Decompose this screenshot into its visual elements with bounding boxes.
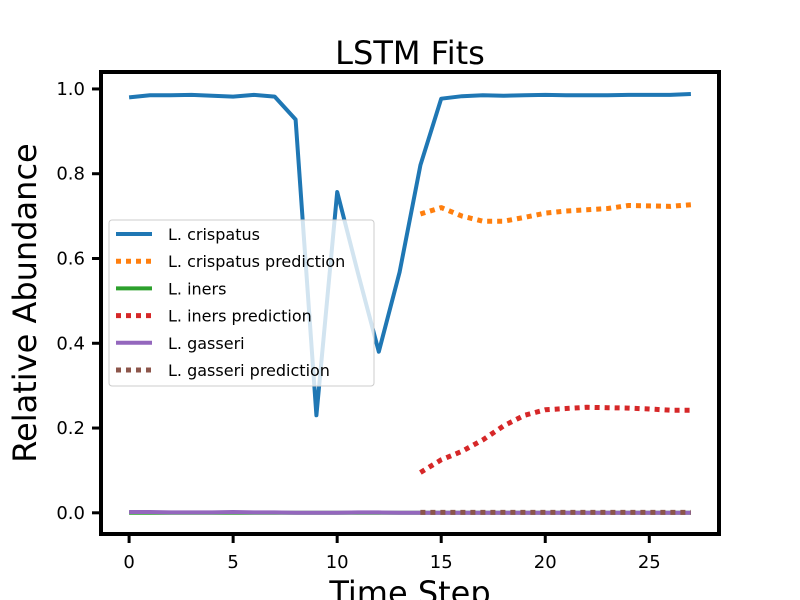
series-layer: [128, 92, 692, 515]
series-line-1: [419, 202, 692, 224]
legend-label-5: L. gasseri prediction: [168, 361, 330, 380]
x-tick-label: 25: [638, 552, 661, 573]
y-tick-label: 1.0: [56, 79, 85, 100]
x-tick-label: 5: [227, 552, 238, 573]
y-axis-ticks: 0.0 0.2 0.4 0.6 0.8 1.0: [56, 79, 101, 524]
y-axis-label: Relative Abundance: [6, 143, 44, 462]
legend-label-0: L. crispatus: [168, 225, 260, 244]
series-line-0: [128, 92, 691, 418]
legend-label-1: L. crispatus prediction: [168, 252, 345, 271]
x-tick-label: 0: [123, 552, 134, 573]
y-tick-label: 0.6: [56, 248, 85, 269]
series-line-4: [129, 510, 691, 515]
series-line-3: [419, 404, 691, 475]
plot-frame: [99, 70, 721, 536]
legend-box: [108, 219, 375, 387]
y-tick-label: 0.2: [56, 418, 85, 439]
y-tick-label: 0.8: [56, 164, 85, 185]
legend-label-3: L. iners prediction: [168, 307, 312, 326]
x-axis-ticks: 0 5 10 15 20 25: [123, 534, 661, 573]
x-tick-label: 20: [534, 552, 557, 573]
x-tick-label: 10: [326, 552, 349, 573]
legend-label-2: L. iners: [168, 279, 226, 298]
x-axis-label: Time Step: [328, 574, 490, 600]
x-tick-label: 15: [430, 552, 453, 573]
legend: L. crispatus L. crispatus prediction L. in…: [108, 219, 375, 387]
legend-label-4: L. gasseri: [168, 334, 245, 353]
y-tick-label: 0.4: [56, 333, 85, 354]
chart-title: LSTM Fits: [335, 34, 485, 72]
y-tick-label: 0.0: [56, 503, 85, 524]
